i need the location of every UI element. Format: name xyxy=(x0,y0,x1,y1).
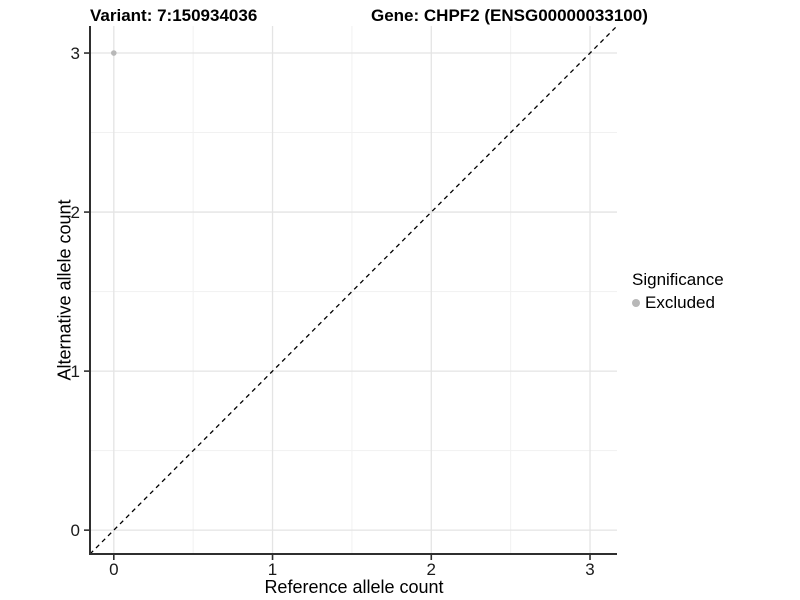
y-tick-label: 0 xyxy=(71,521,80,540)
legend: Significance Excluded xyxy=(632,270,724,313)
legend-point-icon xyxy=(632,299,640,307)
x-tick-label: 1 xyxy=(268,560,277,579)
y-tick-label: 3 xyxy=(71,44,80,63)
y-tick-label: 1 xyxy=(71,362,80,381)
legend-title: Significance xyxy=(632,270,724,289)
data-point xyxy=(111,50,117,56)
x-axis-label: Reference allele count xyxy=(264,577,444,597)
x-tick-label: 0 xyxy=(109,560,118,579)
plot-title-gene: Gene: CHPF2 (ENSG00000033100) xyxy=(371,6,648,25)
x-tick-label: 2 xyxy=(427,560,436,579)
y-axis-label: Alternative allele count xyxy=(54,199,75,381)
legend-item-label: Excluded xyxy=(645,293,715,312)
legend-item-excluded: Excluded xyxy=(632,293,724,313)
y-tick-label: 2 xyxy=(71,203,80,222)
identity-reference-line xyxy=(89,25,618,555)
x-tick-label: 3 xyxy=(585,560,594,579)
plot-title-variant: Variant: 7:150934036 xyxy=(90,6,258,25)
